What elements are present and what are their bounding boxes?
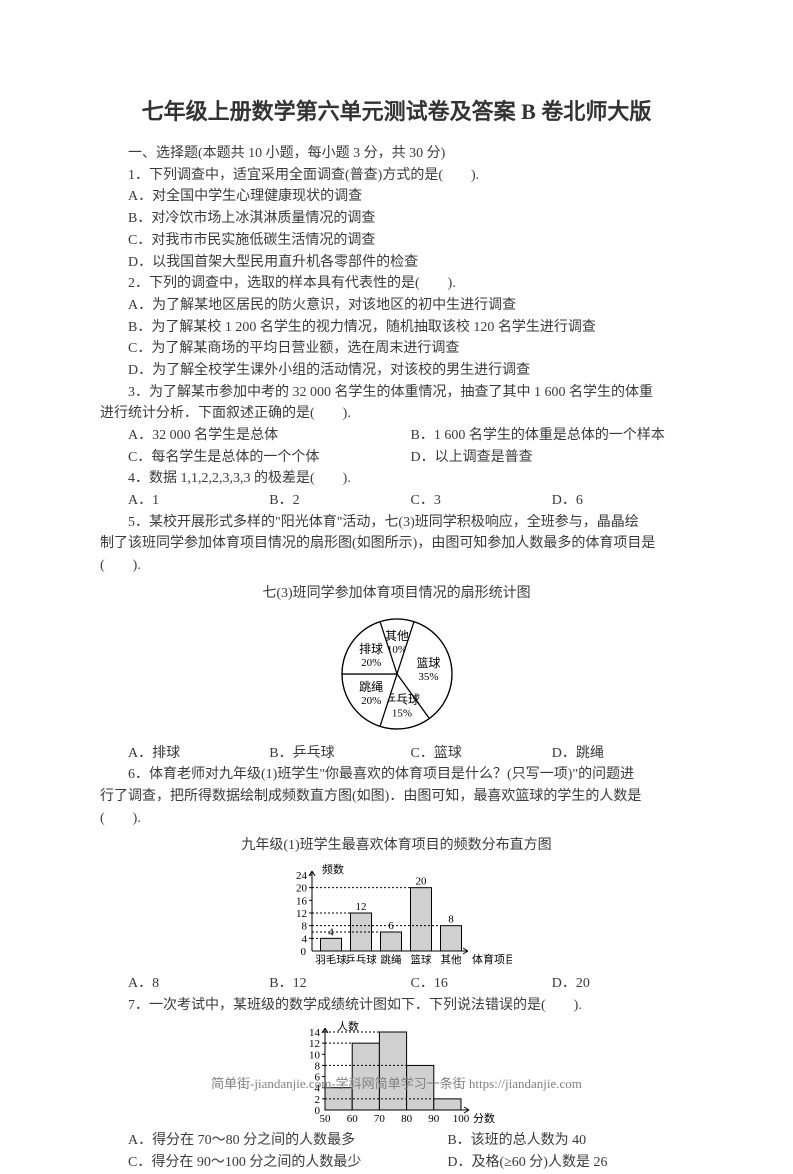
svg-text:20: 20 bbox=[296, 883, 308, 895]
svg-text:20%: 20% bbox=[361, 657, 381, 669]
q6-opt-d: D．20 bbox=[552, 973, 693, 995]
q4-opt-c: C．3 bbox=[411, 490, 552, 512]
q7-opt-c: C．得分在 90～100 分之间的人数最少 bbox=[128, 1152, 447, 1174]
q3-opt-d: D．以上调查是普查 bbox=[411, 447, 694, 469]
svg-text:12: 12 bbox=[296, 908, 307, 920]
q2-opt-b: B．为了解某校 1 200 名学生的视力情况，随机抽取该校 120 名学生进行调… bbox=[100, 317, 693, 339]
svg-text:0: 0 bbox=[300, 946, 306, 958]
q3-opt-b: B．1 600 名学生的体重是总体的一个样本 bbox=[411, 425, 694, 447]
q6-stem-2: 行了调查，把所得数据绘制成频数直方图(如图)．由图可知，最喜欢篮球的学生的人数是 bbox=[100, 786, 693, 808]
svg-text:其他: 其他 bbox=[384, 629, 408, 643]
bar-chart-1: 频数体育项目048121620244羽毛球12乒乓球6跳绳20篮球8其他 bbox=[282, 861, 512, 971]
svg-text:20%: 20% bbox=[361, 694, 381, 706]
q5-stem-2: 制了该班同学参加体育项目情况的扇形图(如图所示)，由图可知参加人数最多的体育项目… bbox=[100, 533, 693, 555]
q6-stem-3: ( ). bbox=[100, 808, 693, 830]
svg-text:羽毛球: 羽毛球 bbox=[315, 953, 347, 966]
svg-text:70: 70 bbox=[373, 1113, 385, 1125]
svg-text:24: 24 bbox=[296, 870, 308, 882]
q1-opt-d: D．以我国首架大型民用直升机各零部件的检查 bbox=[100, 252, 693, 274]
q1-opt-c: C．对我市市民实施低碳生活情况的调查 bbox=[100, 230, 693, 252]
svg-text:其他: 其他 bbox=[440, 953, 461, 966]
svg-text:频数: 频数 bbox=[322, 862, 344, 876]
q5-opt-a: A．排球 bbox=[128, 743, 269, 765]
svg-text:排球: 排球 bbox=[359, 642, 383, 656]
q5-opt-d: D．跳绳 bbox=[552, 743, 693, 765]
svg-text:12: 12 bbox=[309, 1038, 320, 1050]
svg-text:人数: 人数 bbox=[337, 1020, 359, 1033]
q4-opt-b: B．2 bbox=[269, 490, 410, 512]
q7-stem: 7．一次考试中，某班级的数学成绩统计图如下．下列说法错误的是( ). bbox=[100, 995, 693, 1017]
svg-text:16: 16 bbox=[296, 895, 308, 907]
section-heading: 一、选择题(本题共 10 小题，每小题 3 分，共 30 分) bbox=[100, 143, 693, 165]
bar1-chart-title: 九年级(1)班学生最喜欢体育项目的频数分布直方图 bbox=[100, 835, 693, 857]
svg-text:8: 8 bbox=[314, 1061, 320, 1073]
q2-stem: 2．下列的调查中，选取的样本具有代表性的是( ). bbox=[100, 273, 693, 295]
q5-opt-b: B．乒乓球 bbox=[269, 743, 410, 765]
svg-text:跳绳: 跳绳 bbox=[380, 953, 401, 966]
q6-stem-1: 6．体育老师对九年级(1)班学生"你最喜欢的体育项目是什么？(只写一项)"的问题… bbox=[100, 764, 693, 786]
q1-opt-b: B．对冷饮市场上冰淇淋质量情况的调查 bbox=[100, 208, 693, 230]
q6-opt-b: B．12 bbox=[269, 973, 410, 995]
svg-text:80: 80 bbox=[401, 1113, 413, 1125]
svg-text:篮球: 篮球 bbox=[410, 953, 431, 966]
q1-opt-a: A．对全国中学生心理健康现状的调查 bbox=[100, 186, 693, 208]
svg-text:篮球: 篮球 bbox=[416, 655, 440, 670]
svg-text:100: 100 bbox=[452, 1113, 469, 1125]
q3-opt-a: A．32 000 名学生是总体 bbox=[128, 425, 411, 447]
svg-text:8: 8 bbox=[448, 914, 454, 926]
svg-text:35%: 35% bbox=[418, 671, 438, 683]
q6-opt-a: A．8 bbox=[128, 973, 269, 995]
svg-text:乒乓球: 乒乓球 bbox=[345, 953, 377, 966]
q1-stem: 1．下列调查中，适宜采用全面调查(普查)方式的是( ). bbox=[100, 165, 693, 187]
svg-text:14: 14 bbox=[309, 1027, 321, 1039]
page-title: 七年级上册数学第六单元测试卷及答案 B 卷北师大版 bbox=[100, 95, 693, 129]
q5-stem-1: 5．某校开展形式多样的"阳光体育"活动，七(3)班同学积极响应，全班参与，晶晶绘 bbox=[100, 512, 693, 534]
svg-text:10: 10 bbox=[309, 1050, 321, 1062]
q7-opt-b: B．该班的总人数为 40 bbox=[447, 1130, 693, 1152]
q7-opt-a: A．得分在 70～80 分之间的人数最多 bbox=[128, 1130, 447, 1152]
svg-text:体育项目: 体育项目 bbox=[472, 952, 512, 966]
q7-opt-d: D．及格(≥60 分)人数是 26 bbox=[447, 1152, 693, 1174]
q4-opt-d: D．6 bbox=[552, 490, 693, 512]
q4-stem: 4．数据 1,1,2,2,3,3,3 的极差是( ). bbox=[100, 468, 693, 490]
svg-text:跳绳: 跳绳 bbox=[359, 679, 383, 693]
q5-opt-c: C．篮球 bbox=[411, 743, 552, 765]
q2-opt-a: A．为了解某地区居民的防火意识，对该地区的初中生进行调查 bbox=[100, 295, 693, 317]
page-footer: 简单街-jiandanjie.com-学科网简单学习一条街 https://ji… bbox=[0, 1074, 793, 1094]
svg-text:20: 20 bbox=[415, 876, 427, 888]
svg-text:90: 90 bbox=[428, 1113, 440, 1125]
q3-opt-c: C．每名学生是总体的一个个体 bbox=[128, 447, 411, 469]
svg-text:15%: 15% bbox=[391, 707, 411, 719]
q2-opt-c: C．为了解某商场的平均日营业额，选在周末进行调查 bbox=[100, 338, 693, 360]
q2-opt-d: D．为了解全校学生课外小组的活动情况，对该校的男生进行调查 bbox=[100, 360, 693, 382]
svg-text:分数: 分数 bbox=[473, 1112, 495, 1125]
q5-stem-3: ( ). bbox=[100, 555, 693, 577]
q4-opt-a: A．1 bbox=[128, 490, 269, 512]
svg-text:60: 60 bbox=[346, 1113, 358, 1125]
q3-stem-2: 进行统计分析．下面叙述正确的是( ). bbox=[100, 403, 693, 425]
q3-stem-1: 3．为了解某市参加中考的 32 000 名学生的体重情况，抽查了其中 1 600… bbox=[100, 382, 693, 404]
pie-chart: 其他10%篮球35%乒乓球15%跳绳20%排球20% bbox=[332, 609, 462, 739]
svg-text:12: 12 bbox=[355, 901, 366, 913]
svg-text:4: 4 bbox=[301, 933, 307, 945]
pie-chart-title: 七(3)班同学参加体育项目情况的扇形统计图 bbox=[100, 583, 693, 605]
svg-text:8: 8 bbox=[301, 921, 307, 933]
svg-text:2: 2 bbox=[314, 1094, 320, 1106]
svg-text:50: 50 bbox=[319, 1113, 331, 1125]
q6-opt-c: C．16 bbox=[411, 973, 552, 995]
